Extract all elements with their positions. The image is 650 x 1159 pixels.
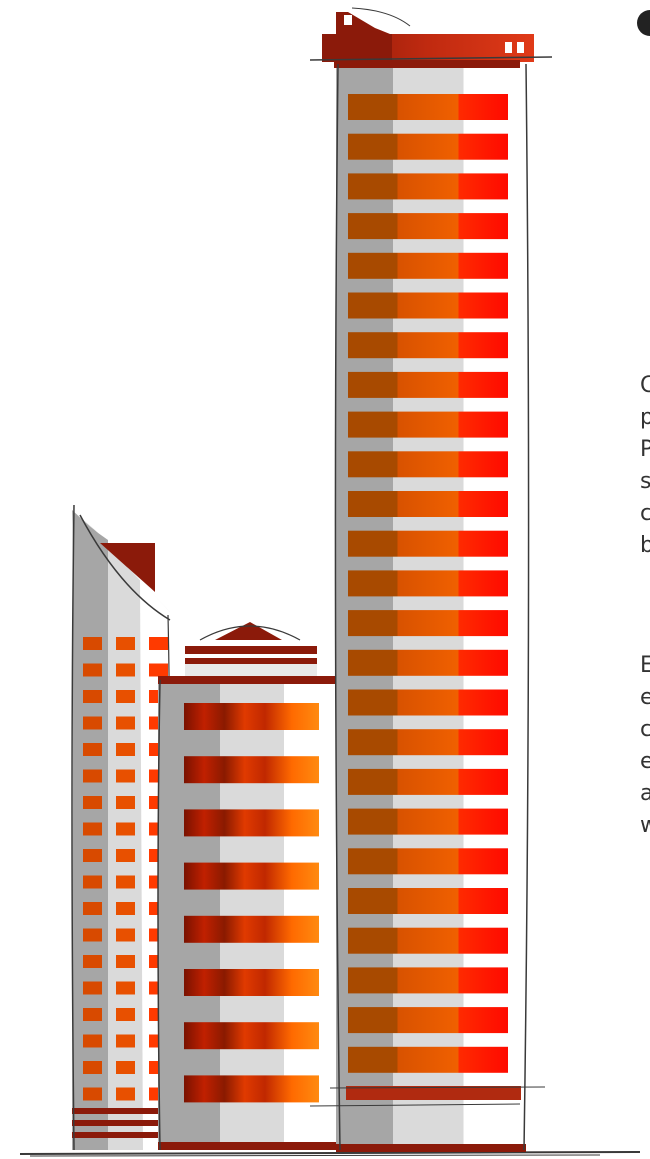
- window-band: [348, 491, 508, 517]
- window-band: [348, 967, 508, 994]
- window: [116, 1034, 135, 1048]
- window-band: [348, 173, 508, 200]
- text-line: e: [640, 685, 650, 710]
- window-band: [348, 888, 508, 914]
- window: [116, 902, 135, 915]
- window-band: [348, 848, 508, 875]
- tall-tower: [309, 7, 553, 1152]
- window-band: [184, 969, 319, 996]
- window: [83, 902, 102, 915]
- left-tower: [71, 504, 171, 1151]
- window: [116, 769, 135, 783]
- window: [83, 1061, 102, 1074]
- window-band: [348, 1007, 508, 1034]
- window-band: [348, 768, 508, 795]
- window: [116, 690, 135, 703]
- window: [83, 1087, 102, 1101]
- window: [83, 769, 102, 783]
- window: [116, 928, 135, 942]
- window-band: [348, 411, 508, 438]
- window-band: [348, 332, 508, 359]
- text-line: w: [640, 813, 650, 838]
- window: [83, 849, 102, 862]
- window: [83, 875, 102, 889]
- ground-line: [19, 1151, 641, 1155]
- window-band: [348, 252, 508, 279]
- window: [83, 955, 102, 968]
- window-band: [184, 1075, 319, 1103]
- window: [83, 1034, 102, 1048]
- text-line: a: [640, 781, 650, 806]
- window: [83, 928, 102, 942]
- window-band: [184, 809, 319, 837]
- window: [83, 1008, 102, 1021]
- window: [149, 637, 168, 650]
- window-band: [348, 133, 508, 160]
- window: [83, 663, 102, 677]
- window-band: [184, 915, 319, 943]
- window: [116, 663, 135, 677]
- window: [116, 1087, 135, 1101]
- window-band: [348, 808, 508, 835]
- text-line: c: [640, 717, 650, 742]
- window-band: [348, 570, 508, 597]
- window-band: [348, 729, 508, 756]
- window: [149, 663, 168, 677]
- window: [116, 822, 135, 836]
- window-band: [348, 451, 508, 478]
- window-band: [184, 1022, 319, 1050]
- window: [116, 716, 135, 730]
- window-band: [348, 649, 508, 676]
- window-band: [184, 862, 319, 890]
- text-line: c: [640, 501, 650, 526]
- window: [116, 637, 135, 650]
- window: [83, 796, 102, 809]
- text-line: P: [640, 437, 650, 462]
- window-band: [348, 689, 508, 716]
- window: [83, 822, 102, 836]
- window: [116, 1061, 135, 1074]
- text-line: e: [640, 749, 650, 774]
- window-band: [348, 927, 508, 954]
- bullet-dot: [637, 10, 650, 36]
- middle-tower: [157, 622, 347, 1151]
- window: [83, 743, 102, 756]
- window: [83, 716, 102, 730]
- text-line: C: [640, 373, 650, 398]
- window: [83, 690, 102, 703]
- window-band: [348, 371, 508, 398]
- window: [83, 637, 102, 650]
- text-line: b: [640, 533, 650, 558]
- window-band: [348, 610, 508, 637]
- text-line: E: [640, 653, 650, 678]
- window: [116, 875, 135, 889]
- window: [83, 981, 102, 995]
- window: [116, 796, 135, 809]
- window: [116, 981, 135, 995]
- window-band: [348, 292, 508, 319]
- window: [116, 1008, 135, 1021]
- text-line: p: [640, 405, 650, 430]
- window: [116, 743, 135, 756]
- window: [116, 955, 135, 968]
- window-band: [348, 1046, 508, 1073]
- window-band: [348, 530, 508, 557]
- window-band: [348, 213, 508, 240]
- window-band: [184, 703, 319, 730]
- window-band: [348, 94, 508, 120]
- window: [116, 849, 135, 862]
- window-band: [184, 756, 319, 784]
- text-line: s: [640, 469, 650, 494]
